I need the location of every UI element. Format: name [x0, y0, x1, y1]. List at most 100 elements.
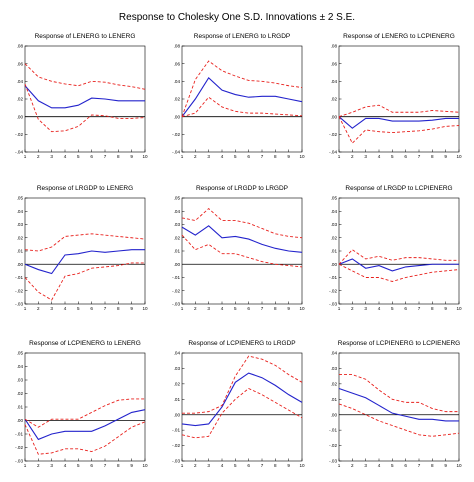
panel-title: Response of LENERG to LENERG [35, 33, 136, 40]
y-tick-label: .01 [17, 249, 24, 254]
x-tick-label: 1 [24, 463, 27, 468]
x-tick-label: 8 [431, 154, 434, 159]
x-tick-label: 1 [24, 154, 27, 159]
y-tick-label: .02 [331, 235, 338, 240]
x-tick-label: 9 [130, 463, 133, 468]
y-tick-label: -.04 [172, 150, 180, 155]
x-tick-label: 3 [364, 463, 367, 468]
panel-title: Response of LRGDP to LENERG [37, 185, 133, 192]
x-tick-label: 4 [378, 306, 381, 311]
y-tick-label: .02 [174, 381, 181, 386]
x-tick-label: 5 [77, 154, 80, 159]
y-tick-label: .01 [174, 249, 181, 254]
x-tick-label: 3 [50, 463, 53, 468]
panel-frame [338, 352, 460, 462]
panel-frame [24, 197, 146, 305]
y-tick-label: .01 [331, 397, 338, 402]
x-tick-label: 2 [37, 463, 40, 468]
x-tick-label: 5 [77, 463, 80, 468]
y-tick-label: -.01 [329, 428, 337, 433]
upper-band-line [182, 355, 303, 414]
x-tick-label: 10 [299, 463, 305, 468]
y-tick-label: .00 [174, 114, 181, 119]
x-tick-label: 9 [130, 306, 133, 311]
x-tick-label: 6 [247, 306, 250, 311]
x-tick-label: 4 [64, 306, 67, 311]
y-tick-label: -.02 [15, 132, 23, 137]
y-tick-label: -.03 [172, 459, 180, 464]
y-tick-label: .04 [17, 79, 24, 84]
irf-panel: Response of LRGDP to LRGDP -.03 -.02 -.01 .0… [172, 185, 305, 311]
y-tick-label: -.03 [15, 459, 23, 464]
x-tick-label: 9 [130, 154, 133, 159]
panel-title: Response of LRGDP to LCPIENERG [345, 185, 452, 192]
y-tick-label: .01 [174, 397, 181, 402]
x-tick-label: 9 [444, 306, 447, 311]
x-tick-label: 1 [338, 463, 341, 468]
x-tick-label: 5 [234, 463, 237, 468]
x-tick-label: 2 [194, 463, 197, 468]
x-tick-label: 9 [287, 463, 290, 468]
response-line [24, 409, 146, 441]
irf-panel: Response of LENERG to LENERG -.04 -.02 .00.… [15, 33, 148, 159]
lower-band-line [181, 96, 303, 118]
response-line [24, 249, 145, 275]
response-line [338, 258, 459, 272]
x-tick-label: 1 [181, 463, 184, 468]
x-tick-label: 4 [221, 306, 224, 311]
y-tick-label: .00 [331, 114, 338, 119]
lower-band-line [338, 403, 460, 437]
y-tick-label: -.01 [15, 432, 23, 437]
x-tick-label: 8 [117, 306, 120, 311]
panel-title: Response of LCPIENERG to LCPIENERG [338, 340, 460, 347]
lower-band-line [181, 387, 303, 439]
x-tick-label: 4 [378, 463, 381, 468]
x-tick-label: 4 [64, 154, 67, 159]
x-tick-label: 3 [50, 154, 53, 159]
y-tick-label: .03 [17, 222, 24, 227]
y-tick-label: .00 [17, 262, 24, 267]
y-tick-label: .04 [331, 351, 338, 356]
y-tick-label: .02 [17, 235, 24, 240]
x-tick-label: 5 [234, 154, 237, 159]
x-tick-label: 5 [391, 463, 394, 468]
y-tick-label: -.01 [329, 275, 337, 280]
x-tick-label: 3 [207, 154, 210, 159]
x-tick-label: 4 [221, 154, 224, 159]
panel-frame [181, 197, 303, 305]
x-tick-label: 7 [418, 463, 421, 468]
x-tick-label: 9 [444, 154, 447, 159]
panel-frame [338, 45, 460, 153]
irf-panel: Response of LCPIENERG to LCPIENERG -.03 -.… [329, 340, 462, 468]
y-tick-label: .05 [17, 196, 24, 201]
upper-band-line [24, 233, 146, 252]
y-tick-label: .00 [174, 412, 181, 417]
x-tick-label: 2 [351, 463, 354, 468]
x-tick-label: 8 [431, 306, 434, 311]
x-tick-label: 3 [364, 306, 367, 311]
y-tick-label: -.03 [15, 302, 23, 307]
x-tick-label: 8 [117, 463, 120, 468]
y-tick-label: .03 [331, 366, 338, 371]
y-tick-label: -.04 [15, 150, 23, 155]
x-tick-label: 2 [194, 306, 197, 311]
y-tick-label: .00 [174, 262, 181, 267]
y-tick-label: .02 [174, 235, 181, 240]
upper-band-line [24, 398, 145, 428]
y-tick-label: .03 [331, 222, 338, 227]
irf-panel: Response of LCPIENERG to LRGDP -.03 -.02 -.… [172, 340, 305, 468]
lower-band-line [24, 262, 145, 301]
x-tick-label: 3 [364, 154, 367, 159]
y-tick-label: .03 [174, 222, 181, 227]
irf-panel: Response of LENERG to LCPIENERG -.04 -.02.… [329, 33, 462, 159]
y-tick-label: -.02 [329, 443, 337, 448]
y-tick-label: .00 [331, 412, 338, 417]
y-tick-label: .04 [174, 209, 181, 214]
x-tick-label: 5 [234, 306, 237, 311]
y-tick-label: .08 [331, 44, 338, 49]
x-tick-label: 3 [207, 463, 210, 468]
y-tick-label: .05 [174, 196, 181, 201]
x-tick-label: 6 [90, 306, 93, 311]
y-tick-label: .08 [174, 44, 181, 49]
